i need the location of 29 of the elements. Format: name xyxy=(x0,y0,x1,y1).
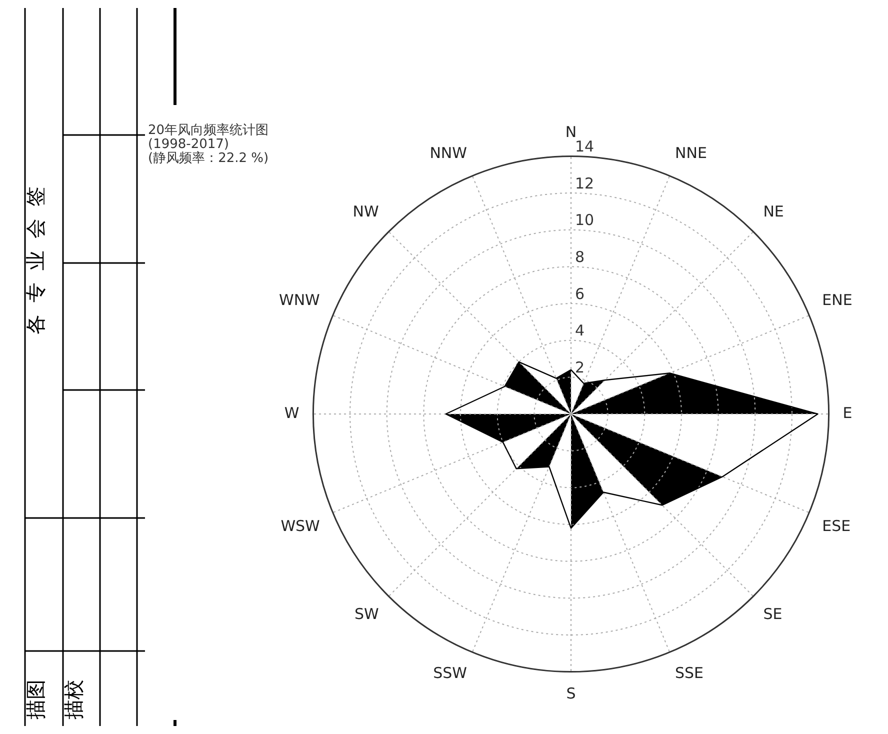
text: 描校 xyxy=(60,678,86,722)
spoke-label: SSW xyxy=(433,664,468,682)
text: (静风频率：22.2 %) xyxy=(148,151,269,166)
y-tick-label: 6 xyxy=(575,284,585,303)
y-tick-label: 14 xyxy=(575,138,594,156)
spoke-label: N xyxy=(565,123,577,142)
text: 各专业会签 xyxy=(22,174,48,336)
y-tick-label: 12 xyxy=(575,174,594,192)
spoke-label: NW xyxy=(352,202,379,221)
spoke-label: SSE xyxy=(675,664,704,682)
y-tick-label: 10 xyxy=(575,211,594,230)
spoke-label: SE xyxy=(763,605,782,624)
text: (1998-2017) xyxy=(148,137,230,152)
spoke-label: NE xyxy=(763,202,784,221)
y-tick-label: 2 xyxy=(575,358,585,377)
spoke-label: E xyxy=(842,404,852,422)
spoke-label: S xyxy=(566,684,576,703)
spoke-label: ESE xyxy=(822,516,851,535)
spoke-label: ENE xyxy=(822,290,852,309)
spoke-label: W xyxy=(284,404,300,422)
chart-title: 20年风向频率统计图 xyxy=(148,123,269,138)
spoke-label: NNE xyxy=(675,144,707,162)
y-tick-label: 8 xyxy=(575,248,585,266)
spoke-label: SW xyxy=(354,605,379,624)
y-tick-label: 4 xyxy=(575,322,585,340)
text: 描图 xyxy=(22,678,48,722)
spoke-label: WNW xyxy=(278,290,320,309)
spoke-label: WSW xyxy=(280,516,320,535)
spoke-label: NNW xyxy=(430,144,468,162)
